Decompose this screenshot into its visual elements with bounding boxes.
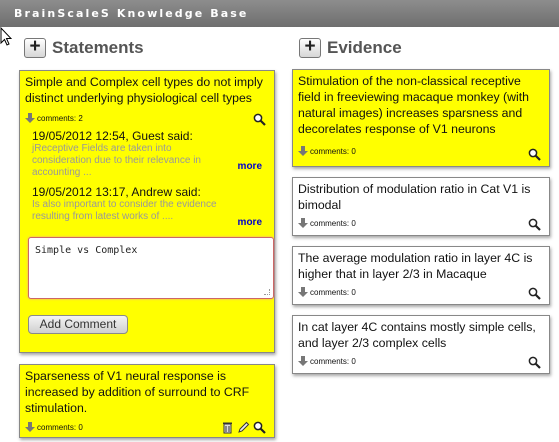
evidence-card[interactable]: Stimulation of the non-classical recepti… xyxy=(292,69,550,167)
app-title-bar: BrainScaleS Knowledge Base xyxy=(0,0,559,27)
down-arrow-icon xyxy=(298,356,308,366)
evidence-card[interactable]: The average modulation ratio in layer 4C… xyxy=(292,246,550,305)
add-statement-button[interactable]: + xyxy=(24,36,46,58)
statements-title: Statements xyxy=(52,38,144,57)
comments-toggle[interactable]: comments: 0 xyxy=(25,422,83,432)
comments-count: comments: 0 xyxy=(310,287,356,297)
statement-text: Simple and Complex cell types do not imp… xyxy=(25,75,263,105)
evidence-header: + Evidence xyxy=(299,36,402,58)
comment-input-value: Simple vs Complex xyxy=(35,245,138,256)
evidence-text: Stimulation of the non-classical recepti… xyxy=(298,74,530,136)
more-link[interactable]: more xyxy=(237,161,262,172)
comments-count: comments: 0 xyxy=(310,146,356,156)
comments-count: comments: 0 xyxy=(310,356,356,366)
comments-toggle[interactable]: comments: 0 xyxy=(298,218,356,228)
evidence-text: In cat layer 4C contains mostly simple c… xyxy=(298,320,536,350)
comment-item: 19/05/2012 12:54, Guest said: jReceptive… xyxy=(32,129,276,179)
app-title: BrainScaleS Knowledge Base xyxy=(14,7,249,20)
add-evidence-button[interactable]: + xyxy=(299,36,321,58)
comments-toggle[interactable]: comments: 0 xyxy=(298,356,356,366)
comment-header: 19/05/2012 13:17, Andrew said: xyxy=(32,185,201,199)
statements-header: + Statements xyxy=(24,36,144,58)
evidence-text: Distribution of modulation ratio in Cat … xyxy=(298,182,531,212)
add-comment-button[interactable]: Add Comment xyxy=(28,315,128,334)
comments-toggle[interactable]: comments: 0 xyxy=(298,287,356,297)
evidence-title: Evidence xyxy=(327,38,402,57)
comment-body: jReceptive Fields are taken into conside… xyxy=(32,143,201,178)
magnifier-icon[interactable] xyxy=(528,356,541,369)
magnifier-icon[interactable] xyxy=(253,421,266,434)
down-arrow-icon xyxy=(298,146,308,156)
statement-card[interactable]: Simple and Complex cell types do not imp… xyxy=(19,70,275,353)
resize-handle[interactable] xyxy=(264,289,270,295)
magnifier-icon[interactable] xyxy=(528,287,541,300)
statement-card[interactable]: Sparseness of V1 neural response is incr… xyxy=(19,364,275,438)
more-link[interactable]: more xyxy=(237,217,262,228)
magnifier-icon[interactable] xyxy=(253,113,266,126)
comments-toggle[interactable]: comments: 0 xyxy=(298,146,356,156)
mouse-pointer-icon xyxy=(0,27,12,46)
evidence-card[interactable]: In cat layer 4C contains mostly simple c… xyxy=(292,315,550,374)
evidence-text: The average modulation ratio in layer 4C… xyxy=(298,251,533,281)
down-arrow-icon xyxy=(25,422,35,432)
down-arrow-icon xyxy=(298,218,308,228)
comment-body: Is also important to consider the eviden… xyxy=(32,199,217,222)
plus-icon: + xyxy=(304,36,316,57)
evidence-card[interactable]: Distribution of modulation ratio in Cat … xyxy=(292,177,550,236)
comments-count: comments: 0 xyxy=(310,218,356,228)
down-arrow-icon xyxy=(25,113,35,123)
comment-textarea[interactable]: Simple vs Complex xyxy=(28,237,274,299)
comment-header: 19/05/2012 12:54, Guest said: xyxy=(32,129,193,143)
down-arrow-icon xyxy=(298,287,308,297)
comments-toggle[interactable]: comments: 2 xyxy=(25,113,83,123)
trash-icon[interactable] xyxy=(221,421,234,434)
magnifier-icon[interactable] xyxy=(528,218,541,231)
comment-item: 19/05/2012 13:17, Andrew said: Is also i… xyxy=(32,185,276,228)
comments-count: comments: 2 xyxy=(37,113,83,123)
pencil-icon[interactable] xyxy=(237,421,250,434)
plus-icon: + xyxy=(29,36,41,57)
statement-text: Sparseness of V1 neural response is incr… xyxy=(25,369,250,415)
magnifier-icon[interactable] xyxy=(528,148,541,161)
comments-count: comments: 0 xyxy=(37,422,83,432)
